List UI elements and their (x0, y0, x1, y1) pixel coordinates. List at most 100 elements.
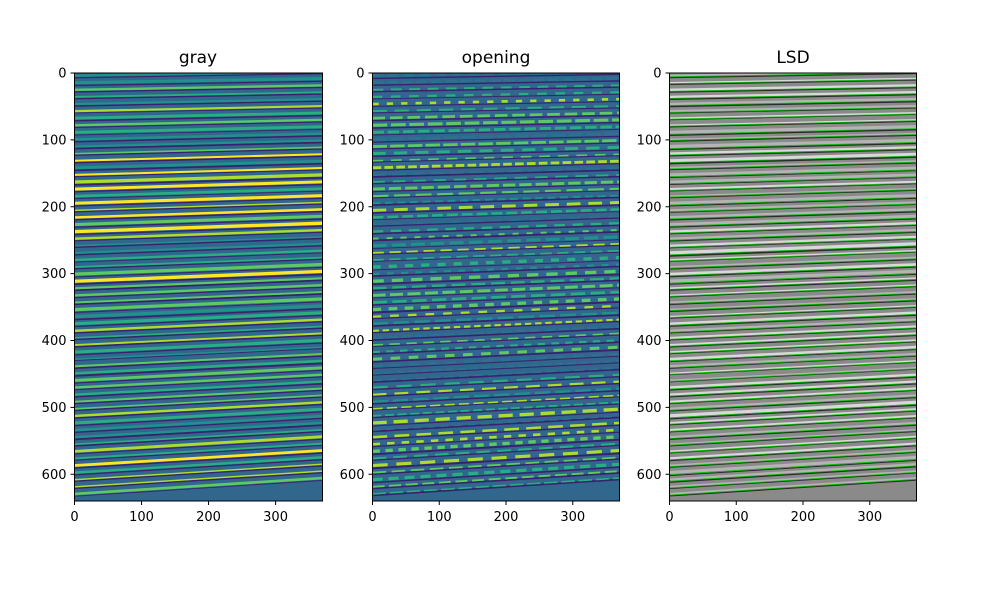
stripe-groove (372, 142, 620, 150)
stripe-groove (372, 211, 620, 221)
stripe-groove (669, 368, 917, 383)
stripe-groove (669, 170, 917, 179)
stripe-ridge (669, 429, 917, 446)
lsd-detected-line (669, 189, 917, 198)
stripe-ridge (74, 428, 323, 446)
stripe-groove (372, 300, 620, 314)
stripe-ridge (669, 146, 917, 155)
y-tick-label: 200 (42, 200, 67, 215)
stripe-groove (74, 237, 323, 249)
opening-axes: 0 100 200 300 0 100 200 300 400 500 600 (340, 67, 620, 525)
lsd-detected-line (669, 265, 917, 277)
stripe-groove (372, 114, 620, 122)
axes-frame (372, 72, 620, 502)
stripe-groove (669, 156, 917, 165)
x-tick-label: 0 (70, 510, 78, 525)
stripe-ridge (74, 214, 323, 227)
stripe-groove (74, 273, 323, 286)
stripe-ridge (669, 477, 917, 495)
stripe-ridge (74, 159, 323, 170)
stripe-ridge (372, 91, 620, 99)
stripe-ridge (669, 305, 917, 318)
stripe-groove (669, 424, 917, 441)
stripe-groove (372, 375, 620, 391)
lsd-detected-line (669, 141, 917, 149)
stripe-ridge (372, 366, 620, 382)
stripe-ridge (669, 332, 917, 347)
stripe-ridge (669, 284, 917, 297)
stripe-groove (74, 411, 323, 427)
stripe-groove (74, 342, 323, 356)
lsd-panel: LSD 0 100 200 300 0 100 200 300 400 500 600 (637, 48, 917, 525)
stripe-groove (669, 238, 917, 249)
stripe-groove (669, 204, 917, 213)
lsd-detected-line (669, 451, 917, 468)
stripe-ridge (74, 373, 323, 389)
stripe-groove (74, 252, 323, 263)
stripe-groove (372, 175, 620, 185)
x-tick-label: 100 (724, 510, 749, 525)
stripe-groove (74, 369, 323, 384)
stripe-groove (669, 299, 917, 313)
stripe-ridge (74, 277, 323, 290)
stripe-ridge (74, 476, 323, 496)
stripe-groove (669, 306, 917, 319)
stripe-groove (74, 100, 323, 107)
stripe-ridge (372, 221, 620, 233)
stripe-groove (669, 79, 917, 85)
stripe-ridge (372, 159, 620, 170)
y-tick-label: 300 (340, 267, 365, 282)
stripe-ridge (74, 111, 323, 120)
x-tick-label: 100 (427, 510, 452, 525)
stripe-groove (669, 114, 917, 121)
stripe-groove (669, 100, 917, 108)
stripe-ridge (669, 367, 917, 382)
lsd-detected-line (669, 148, 917, 156)
stripe-ridge (372, 283, 620, 297)
stripe-groove (74, 308, 323, 321)
lsd-detected-line (669, 245, 917, 256)
stripe-ridge (669, 221, 917, 233)
stripe-ridge (669, 201, 917, 212)
stripe-ridge (372, 194, 620, 205)
stripe-ridge (372, 345, 620, 361)
stripe-groove (669, 383, 917, 398)
stripe-ridge (669, 125, 917, 135)
stripe-ridge (372, 97, 620, 106)
stripe-groove (372, 86, 620, 93)
stripe-ridge (669, 242, 917, 255)
stripe-groove (669, 197, 917, 207)
stripe-groove (669, 314, 917, 327)
lsd-detected-line (669, 299, 917, 312)
stripe-ridge (372, 387, 620, 403)
x-tick-label: 200 (494, 510, 519, 525)
x-tick-label: 200 (196, 510, 221, 525)
stripe-groove (372, 327, 620, 341)
stripe-groove (669, 142, 917, 151)
stripe-groove (372, 349, 620, 363)
lsd-detected-line (669, 120, 917, 127)
stripe-groove (669, 93, 917, 100)
stripe-ridge (372, 269, 620, 283)
stripe-groove (669, 134, 917, 142)
stripe-groove (372, 341, 620, 355)
stripe-ridge (669, 256, 917, 269)
stripe-ridge (74, 180, 323, 191)
stripe-ridge (669, 415, 917, 432)
stripe-groove (372, 265, 620, 277)
stripe-ridge (74, 291, 323, 304)
lsd-detected-line (669, 86, 917, 92)
stripe-groove (372, 424, 620, 441)
stripe-groove (669, 285, 917, 298)
lsd-detected-line (669, 272, 917, 284)
stripe-ridge (669, 360, 917, 375)
stripe-ridge (669, 421, 917, 439)
stripe-ridge (669, 325, 917, 340)
stripe-groove (74, 424, 323, 441)
stripe-ridge (74, 187, 323, 198)
stripe-groove (372, 121, 620, 129)
stripe-ridge (669, 235, 917, 248)
stripe-groove (74, 430, 323, 447)
gray-panel: gray 0 100 200 300 0 100 200 300 400 500 600 (42, 48, 323, 525)
lsd-detected-line (669, 161, 917, 170)
